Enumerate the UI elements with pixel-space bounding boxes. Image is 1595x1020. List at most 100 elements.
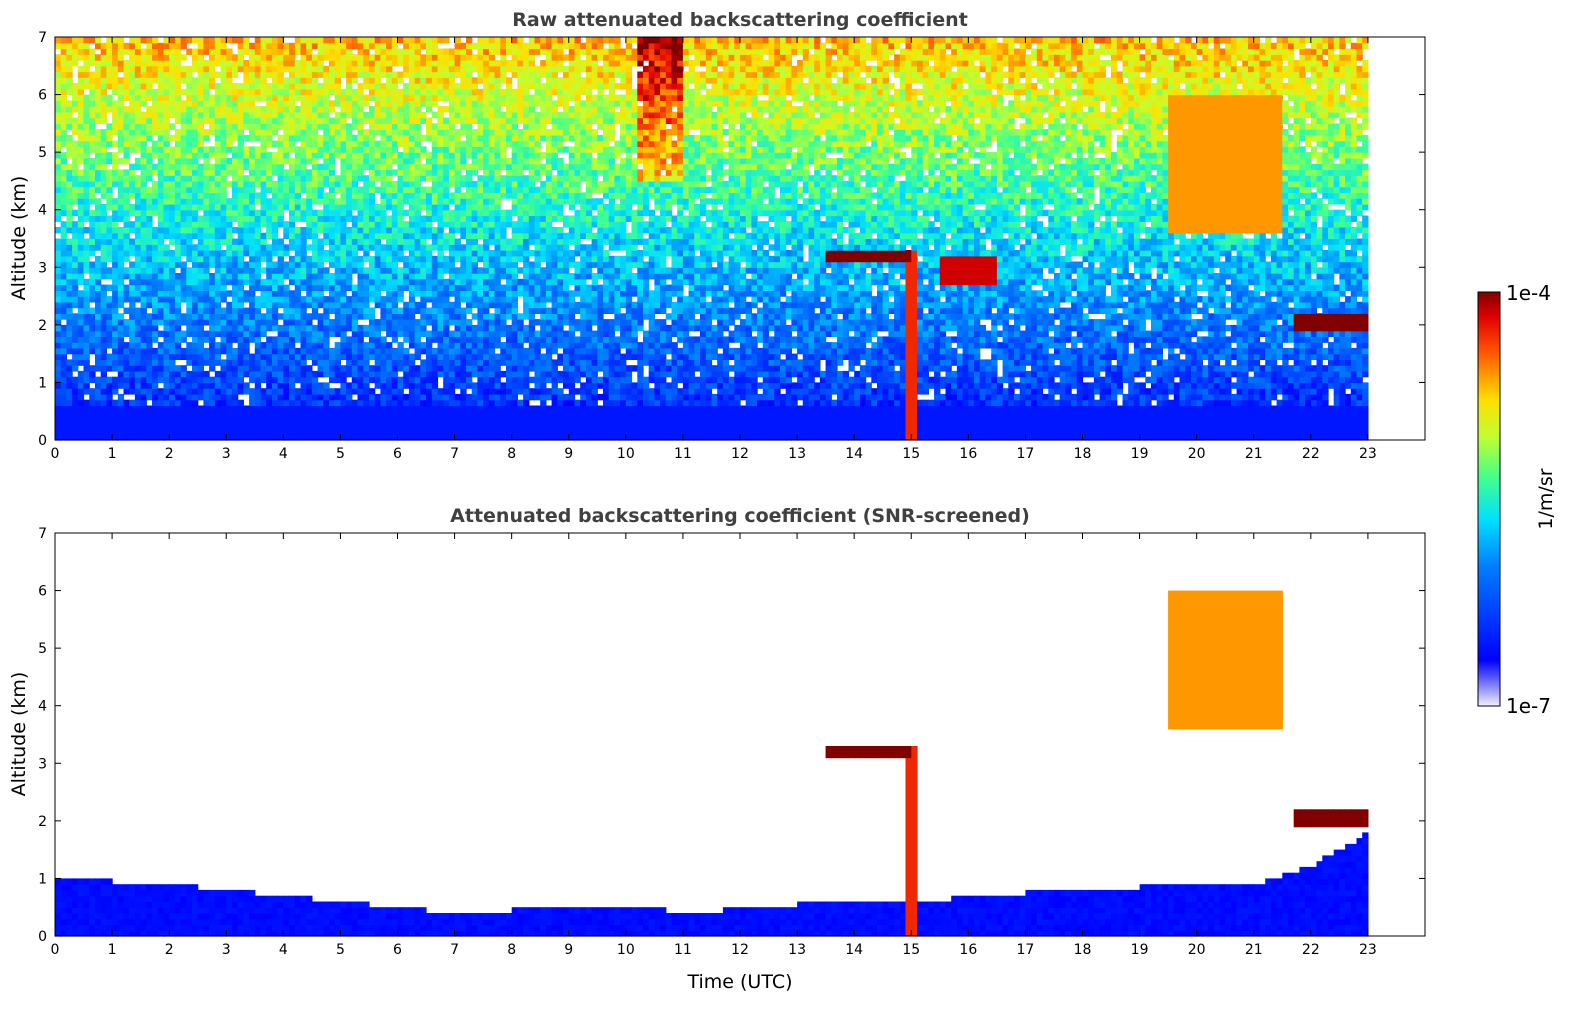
heatmap-cell bbox=[277, 192, 284, 199]
heatmap-cell bbox=[426, 365, 433, 372]
heatmap-cell bbox=[226, 388, 233, 395]
heatmap-cell bbox=[437, 347, 444, 355]
heatmap-cell bbox=[95, 353, 102, 360]
heatmap-cell bbox=[431, 330, 439, 337]
heatmap-cell bbox=[311, 376, 319, 384]
heatmap-cell bbox=[134, 250, 142, 257]
heatmap-cell bbox=[180, 123, 187, 130]
heatmap-cell bbox=[380, 342, 387, 349]
heatmap-cell bbox=[334, 60, 341, 67]
heatmap-cell bbox=[66, 365, 73, 372]
heatmap-cell bbox=[214, 88, 222, 96]
heatmap-cell bbox=[83, 48, 90, 55]
heatmap-cell bbox=[203, 192, 210, 199]
heatmap-cell bbox=[420, 65, 427, 73]
heatmap-cell bbox=[214, 71, 222, 78]
heatmap-cell bbox=[169, 370, 176, 378]
heatmap-cell bbox=[466, 232, 473, 240]
heatmap-cell bbox=[483, 417, 490, 424]
heatmap-cell bbox=[471, 100, 478, 107]
heatmap-cell bbox=[146, 54, 153, 61]
heatmap-cell bbox=[140, 434, 147, 441]
heatmap-cell bbox=[386, 244, 393, 251]
heatmap-cell bbox=[397, 417, 404, 424]
heatmap-cell bbox=[397, 227, 404, 234]
heatmap-cell bbox=[271, 192, 279, 199]
heatmap-cell bbox=[323, 123, 330, 130]
heatmap-cell bbox=[186, 204, 193, 211]
heatmap-cell bbox=[186, 169, 193, 176]
heatmap-cell bbox=[174, 186, 182, 194]
heatmap-cell bbox=[95, 330, 102, 337]
heatmap-cell bbox=[163, 417, 170, 424]
heatmap-cell bbox=[214, 278, 222, 286]
heatmap-cell bbox=[437, 152, 444, 159]
heatmap-cell bbox=[306, 273, 313, 280]
heatmap-cell bbox=[311, 307, 319, 314]
heatmap-cell bbox=[72, 278, 79, 286]
heatmap-cell bbox=[420, 227, 427, 234]
heatmap-cell bbox=[260, 232, 267, 240]
heatmap-cell bbox=[237, 238, 244, 245]
heatmap-cell bbox=[363, 163, 370, 171]
heatmap-cell bbox=[112, 71, 119, 78]
heatmap-cell bbox=[192, 152, 199, 159]
heatmap-cell bbox=[112, 376, 119, 384]
heatmap-cell bbox=[169, 336, 176, 343]
heatmap-cell bbox=[214, 393, 222, 401]
heatmap-cell bbox=[346, 175, 353, 182]
heatmap-cell bbox=[391, 238, 399, 245]
heatmap-cell bbox=[192, 88, 199, 96]
heatmap-cell bbox=[351, 324, 359, 332]
heatmap-cell bbox=[283, 157, 290, 165]
heatmap-cell bbox=[214, 42, 222, 50]
heatmap-cell bbox=[340, 227, 347, 234]
heatmap-cell bbox=[391, 186, 399, 194]
heatmap-cell bbox=[117, 204, 125, 211]
heatmap-cell bbox=[277, 77, 284, 84]
heatmap-cell bbox=[329, 152, 336, 159]
heatmap-cell bbox=[123, 60, 130, 67]
heatmap-cell bbox=[117, 250, 125, 257]
heatmap-cell bbox=[100, 417, 107, 424]
heatmap-cell bbox=[254, 353, 262, 360]
heatmap-cell bbox=[414, 163, 421, 171]
heatmap-cell bbox=[169, 382, 176, 389]
heatmap-cell bbox=[351, 255, 359, 263]
heatmap-cell bbox=[420, 417, 427, 424]
heatmap-cell bbox=[197, 204, 204, 211]
heatmap-cell bbox=[363, 83, 370, 90]
heatmap-cell bbox=[243, 428, 250, 435]
heatmap-cell bbox=[448, 347, 456, 355]
heatmap-cell bbox=[363, 411, 370, 418]
heatmap-cell bbox=[226, 376, 233, 384]
heatmap-cell bbox=[403, 411, 410, 418]
heatmap-cell bbox=[483, 100, 490, 107]
heatmap-cell bbox=[403, 365, 410, 372]
heatmap-cell bbox=[294, 405, 302, 412]
heatmap-cell bbox=[243, 267, 250, 274]
heatmap-cell bbox=[203, 255, 210, 263]
heatmap-cell bbox=[443, 54, 450, 61]
heatmap-cell bbox=[243, 204, 250, 211]
heatmap-cell bbox=[66, 428, 73, 435]
heatmap-cell bbox=[340, 417, 347, 424]
heatmap-cell bbox=[140, 169, 147, 176]
heatmap-cell bbox=[454, 434, 461, 441]
heatmap-cell bbox=[163, 209, 170, 217]
heatmap-cell bbox=[391, 146, 399, 153]
heatmap-cell bbox=[329, 296, 336, 303]
heatmap-cell bbox=[351, 411, 359, 418]
heatmap-cell bbox=[437, 123, 444, 130]
heatmap-cell bbox=[123, 227, 130, 234]
heatmap-cell bbox=[283, 434, 290, 441]
heatmap-cell bbox=[77, 146, 85, 153]
heatmap-cell bbox=[226, 250, 233, 257]
heatmap-cell bbox=[186, 140, 193, 147]
heatmap-cell bbox=[260, 192, 267, 199]
heatmap-cell bbox=[100, 353, 107, 360]
heatmap-cell bbox=[163, 157, 170, 165]
heatmap-cell bbox=[414, 129, 421, 136]
heatmap-cell bbox=[357, 382, 364, 389]
heatmap-cell bbox=[243, 227, 250, 234]
